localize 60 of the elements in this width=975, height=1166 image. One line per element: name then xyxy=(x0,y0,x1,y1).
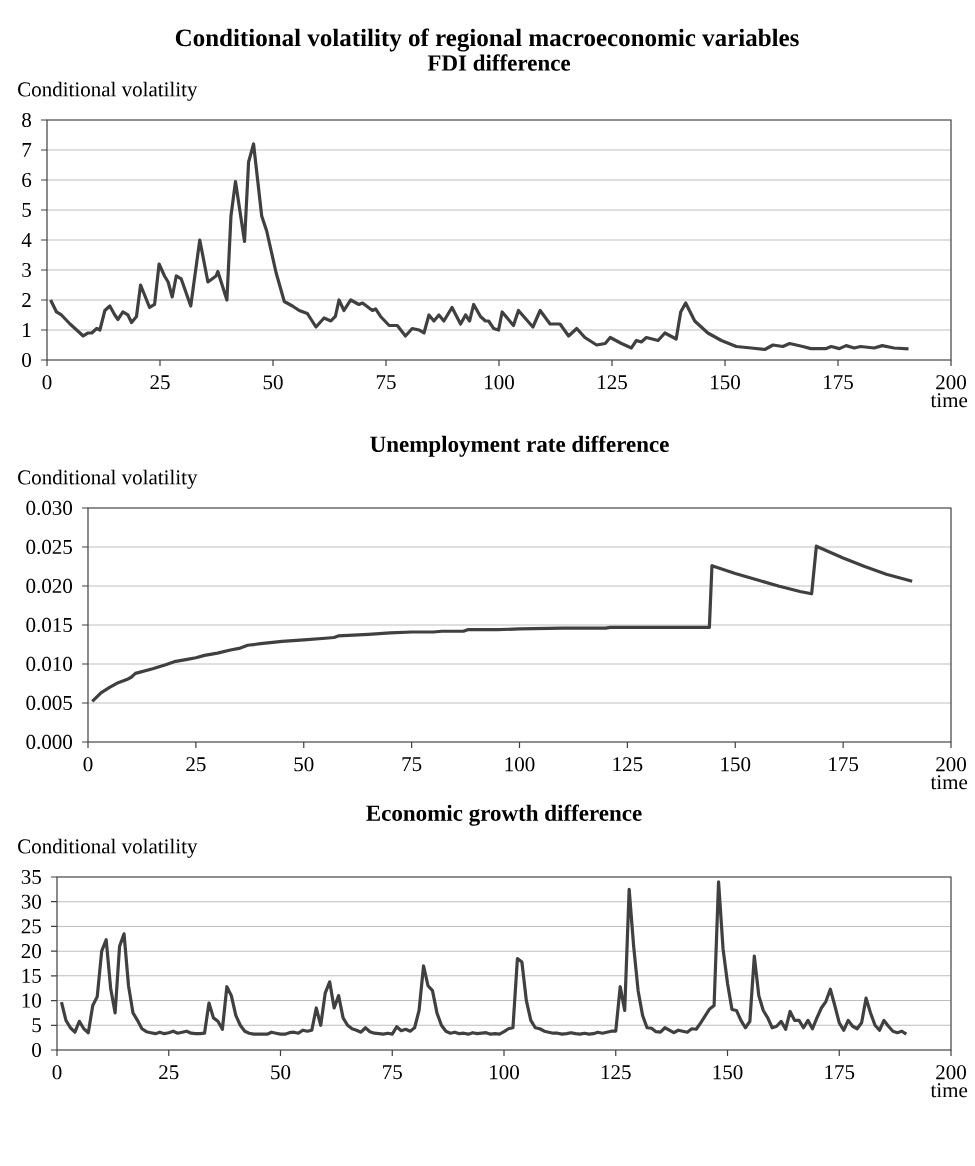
y-tick-label: 35 xyxy=(21,869,41,885)
chart-title: Economic growth difference xyxy=(366,804,642,826)
x-tick-label: 175 xyxy=(829,757,859,772)
y-axis-title: Conditional volatility xyxy=(18,81,198,101)
y-tick-label: 0.000 xyxy=(26,734,73,750)
x-tick-label: 75 xyxy=(376,375,396,390)
x-axis-title: time xyxy=(930,393,968,408)
y-tick-label: 2 xyxy=(22,293,31,307)
x-tick-label: 100 xyxy=(485,375,514,390)
x-tick-label: 0 xyxy=(83,757,93,772)
y-tick-label: 0.010 xyxy=(26,656,73,672)
x-tick-label: 25 xyxy=(150,375,170,390)
x-tick-label: 125 xyxy=(598,375,627,390)
y-tick-label: 5 xyxy=(22,203,31,217)
x-tick-label: 150 xyxy=(711,375,740,390)
y-tick-label: 0.015 xyxy=(26,617,72,633)
x-tick-label: 200 xyxy=(936,1065,966,1080)
x-tick-label: 100 xyxy=(490,1065,519,1080)
x-tick-label: 200 xyxy=(936,757,966,772)
x-tick-label: 25 xyxy=(186,757,206,772)
y-tick-label: 0 xyxy=(32,1042,42,1058)
y-tick-label: 7 xyxy=(22,143,32,157)
x-axis-title: time xyxy=(930,1083,968,1098)
y-tick-label: 1 xyxy=(23,323,31,337)
y-tick-label: 0.030 xyxy=(26,500,73,516)
y-tick-label: 3 xyxy=(22,262,31,278)
x-tick-label: 50 xyxy=(271,1065,291,1080)
x-tick-label: 150 xyxy=(713,1065,743,1080)
chart-title: FDI difference xyxy=(427,54,571,71)
y-axis-title: Conditional volatility xyxy=(18,469,198,489)
y-tick-label: 0.005 xyxy=(26,695,72,711)
chart-title: Unemployment rate difference xyxy=(370,435,669,457)
y-tick-label: 10 xyxy=(22,993,42,1008)
x-tick-label: 175 xyxy=(825,1065,855,1080)
y-tick-label: 0.020 xyxy=(26,578,73,594)
x-axis-title: time xyxy=(930,775,968,790)
x-tick-label: 175 xyxy=(824,375,853,390)
x-tick-label: 75 xyxy=(402,757,422,772)
y-tick-label: 4 xyxy=(21,233,32,247)
x-tick-label: 50 xyxy=(294,757,314,772)
y-tick-label: 20 xyxy=(21,944,42,959)
x-tick-label: 50 xyxy=(263,375,283,390)
text: Conditional volatility of regional macroeconomic variables xyxy=(175,28,799,52)
y-tick-label: 0.025 xyxy=(26,539,72,555)
x-tick-label: 125 xyxy=(613,757,643,772)
x-tick-label: 125 xyxy=(601,1065,631,1080)
x-tick-label: 25 xyxy=(159,1065,179,1080)
y-axis-title: Conditional volatility xyxy=(18,838,198,858)
x-tick-label: 75 xyxy=(383,1065,402,1080)
y-tick-label: 25 xyxy=(21,919,41,934)
x-tick-label: 150 xyxy=(721,757,751,772)
x-tick-label: 200 xyxy=(936,375,966,390)
y-tick-label: 30 xyxy=(21,894,42,909)
y-tick-label: 5 xyxy=(32,1018,41,1033)
y-tick-label: 6 xyxy=(22,172,32,188)
y-tick-label: 8 xyxy=(22,112,32,128)
line-series xyxy=(49,142,911,352)
y-tick-label: 15 xyxy=(22,968,41,983)
x-tick-label: 100 xyxy=(505,757,535,772)
y-tick-label: 0 xyxy=(22,352,32,368)
